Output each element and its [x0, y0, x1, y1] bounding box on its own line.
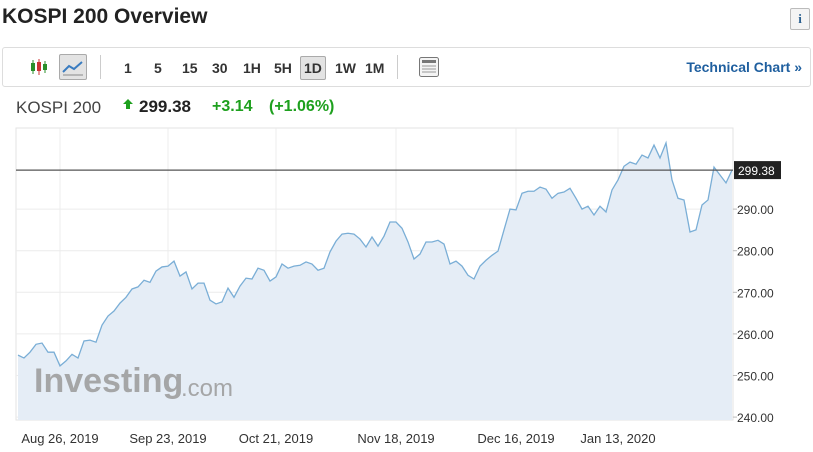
x-tick-label: Jan 13, 2020 — [580, 431, 655, 446]
interval-button[interactable]: 1H — [243, 60, 261, 76]
interval-button[interactable]: 1 — [124, 60, 132, 76]
interval-button[interactable]: 5H — [274, 60, 292, 76]
interval-button[interactable]: 30 — [212, 60, 228, 76]
candlestick-icon — [31, 59, 47, 75]
last-price-box — [734, 161, 781, 180]
y-tick-label: 250.00 — [737, 369, 774, 383]
x-tick-label: Aug 26, 2019 — [21, 431, 98, 446]
watermark-brand: Investing — [34, 362, 183, 400]
area — [18, 142, 732, 420]
y-tick-label: 270.00 — [737, 286, 774, 300]
x-tick-label: Nov 18, 2019 — [357, 431, 434, 446]
panel-button[interactable] — [415, 54, 443, 80]
separator — [397, 55, 398, 79]
y-tick-label: 280.00 — [737, 245, 774, 259]
panel-icon — [419, 57, 439, 77]
technical-chart-link[interactable]: Technical Chart » — [686, 59, 802, 75]
page-title: KOSPI 200 Overview — [2, 5, 208, 28]
x-tick-label: Dec 16, 2019 — [477, 431, 554, 446]
toolbar: Technical Chart » 1 5 15 30 1H 5H 1D 1W 1M — [2, 47, 811, 87]
interval-button[interactable]: 1D — [300, 56, 326, 80]
quote-change-percent: (+1.06%) — [269, 98, 335, 115]
line — [17, 140, 733, 367]
candlestick-button[interactable] — [25, 54, 53, 80]
quote-name: KOSPI 200 — [16, 98, 102, 117]
interval-button[interactable]: 1W — [335, 60, 356, 76]
up-arrow — [123, 99, 133, 109]
last-price-label: 299.38 — [738, 164, 775, 178]
line-chart-icon — [62, 61, 83, 76]
interval-button[interactable]: 1M — [365, 60, 385, 76]
quote-change: +3.14 — [212, 98, 253, 115]
y-tick-label: 240.00 — [737, 411, 774, 425]
info-button[interactable]: i — [790, 8, 810, 30]
separator — [100, 55, 101, 79]
line-chart-button[interactable] — [59, 54, 87, 80]
y-tick-label: 290.00 — [737, 203, 774, 217]
y-tick-label: 260.00 — [737, 328, 774, 342]
interval-button[interactable]: 15 — [182, 60, 198, 76]
interval-button[interactable]: 5 — [154, 60, 162, 76]
x-tick-label: Sep 23, 2019 — [129, 431, 206, 446]
watermark-suffix: .com — [181, 375, 233, 402]
quote-price: 299.38 — [139, 97, 191, 116]
x-tick-label: Oct 21, 2019 — [239, 431, 313, 446]
